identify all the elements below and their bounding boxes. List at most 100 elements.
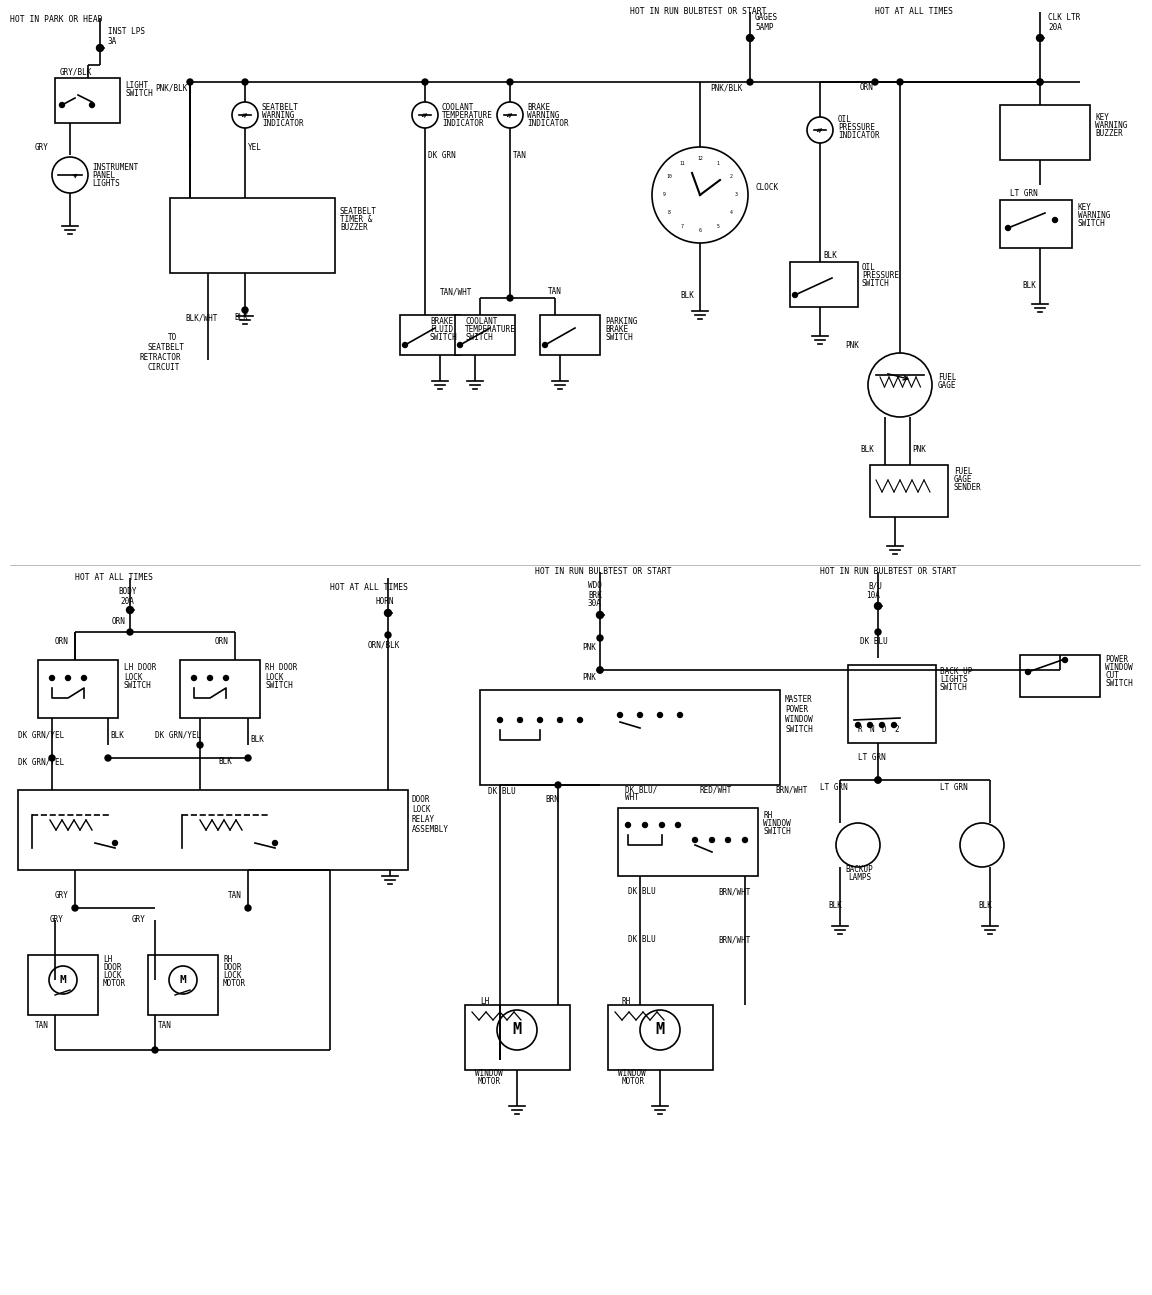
Circle shape	[617, 712, 622, 717]
Circle shape	[641, 1010, 680, 1050]
Text: BRN: BRN	[545, 795, 559, 804]
Circle shape	[497, 102, 523, 128]
Text: COOLANT: COOLANT	[465, 317, 498, 326]
Circle shape	[245, 905, 251, 910]
Text: OIL: OIL	[862, 263, 876, 272]
Circle shape	[52, 157, 88, 193]
Circle shape	[1037, 79, 1043, 85]
Text: DK GRN: DK GRN	[429, 150, 456, 159]
Circle shape	[1006, 225, 1010, 231]
Text: ORN: ORN	[112, 618, 126, 627]
Circle shape	[558, 717, 562, 723]
Circle shape	[82, 676, 86, 680]
Bar	[400, 315, 460, 355]
Text: LIGHT: LIGHT	[126, 80, 149, 89]
Circle shape	[879, 723, 885, 728]
Text: GAGES: GAGES	[755, 13, 778, 22]
Circle shape	[66, 676, 70, 680]
Text: WARNING: WARNING	[1096, 122, 1128, 131]
Circle shape	[538, 717, 543, 723]
Text: INSTRUMENT: INSTRUMENT	[92, 163, 138, 172]
Text: BLK: BLK	[861, 445, 874, 455]
Text: RETRACTOR: RETRACTOR	[141, 354, 182, 363]
Text: GRY: GRY	[35, 144, 48, 153]
Text: PANEL: PANEL	[92, 171, 115, 180]
Text: DOOR: DOOR	[103, 963, 121, 973]
Circle shape	[577, 717, 583, 723]
Text: LT GRN: LT GRN	[820, 783, 848, 793]
Circle shape	[517, 717, 523, 723]
Text: BLK: BLK	[250, 736, 264, 745]
Text: PNK/BLK: PNK/BLK	[710, 83, 742, 92]
Text: 3A: 3A	[108, 36, 118, 45]
Text: LIGHTS: LIGHTS	[92, 180, 120, 189]
Circle shape	[50, 755, 55, 761]
Circle shape	[105, 755, 111, 761]
Text: OIL: OIL	[838, 115, 851, 124]
Text: FUEL: FUEL	[954, 467, 972, 477]
Bar	[180, 660, 260, 717]
Text: 5AMP: 5AMP	[755, 22, 773, 31]
Text: KEY: KEY	[1096, 114, 1109, 123]
Text: M: M	[513, 1023, 522, 1037]
Bar	[465, 1005, 570, 1070]
Circle shape	[597, 667, 602, 673]
Circle shape	[507, 79, 513, 85]
Text: RH: RH	[763, 811, 772, 820]
Text: 20A: 20A	[120, 597, 134, 606]
Text: CLOCK: CLOCK	[755, 184, 778, 193]
Text: SWITCH: SWITCH	[605, 334, 632, 342]
Text: RELAY: RELAY	[412, 816, 435, 825]
Circle shape	[677, 712, 682, 717]
Text: 2: 2	[894, 725, 899, 734]
Text: HORN: HORN	[376, 597, 394, 606]
Text: 12: 12	[697, 157, 703, 162]
Text: 8: 8	[667, 211, 670, 215]
Text: POWER: POWER	[1105, 655, 1128, 664]
Text: BRN/WHT: BRN/WHT	[718, 935, 750, 944]
Circle shape	[385, 610, 392, 616]
Circle shape	[507, 295, 513, 300]
Text: LAMPS: LAMPS	[848, 874, 871, 882]
Circle shape	[746, 35, 753, 41]
Circle shape	[242, 307, 248, 313]
Text: DK BLU: DK BLU	[628, 887, 655, 896]
Text: BLK: BLK	[218, 758, 232, 767]
Text: YEL: YEL	[248, 144, 262, 153]
Text: ASSEMBLY: ASSEMBLY	[412, 825, 449, 834]
Text: INDICATOR: INDICATOR	[262, 119, 304, 128]
Text: MOTOR: MOTOR	[103, 979, 126, 988]
Text: KEY: KEY	[1078, 203, 1092, 212]
Bar	[170, 198, 335, 273]
Text: TAN: TAN	[228, 891, 242, 900]
Text: 20A: 20A	[1048, 22, 1062, 31]
Bar	[1020, 655, 1100, 697]
Text: LT GRN: LT GRN	[940, 783, 968, 793]
Circle shape	[892, 723, 896, 728]
Text: HOT AT ALL TIMES: HOT AT ALL TIMES	[329, 584, 408, 593]
Text: R: R	[858, 725, 863, 734]
Text: TAN: TAN	[35, 1020, 48, 1030]
Circle shape	[872, 79, 878, 85]
Circle shape	[637, 712, 643, 717]
Circle shape	[1053, 218, 1058, 223]
Text: BLK: BLK	[978, 901, 992, 910]
Text: INDICATOR: INDICATOR	[442, 119, 484, 128]
Text: HOT AT ALL TIMES: HOT AT ALL TIMES	[75, 574, 153, 583]
Text: 5: 5	[717, 224, 720, 229]
Text: PRESSURE: PRESSURE	[838, 123, 876, 132]
Text: ORN: ORN	[215, 637, 229, 646]
Text: WINDOW: WINDOW	[785, 716, 813, 724]
Bar	[540, 315, 600, 355]
Circle shape	[127, 629, 132, 635]
Text: MOTOR: MOTOR	[478, 1077, 501, 1087]
Text: M: M	[60, 975, 67, 985]
Text: HOT IN PARK OR HEAD: HOT IN PARK OR HEAD	[10, 16, 103, 25]
Circle shape	[498, 717, 502, 723]
Text: LOCK: LOCK	[265, 672, 283, 681]
Circle shape	[245, 755, 251, 761]
Circle shape	[675, 822, 681, 828]
Text: 2: 2	[729, 175, 733, 180]
Text: INDICATOR: INDICATOR	[526, 119, 569, 128]
Circle shape	[867, 354, 932, 417]
